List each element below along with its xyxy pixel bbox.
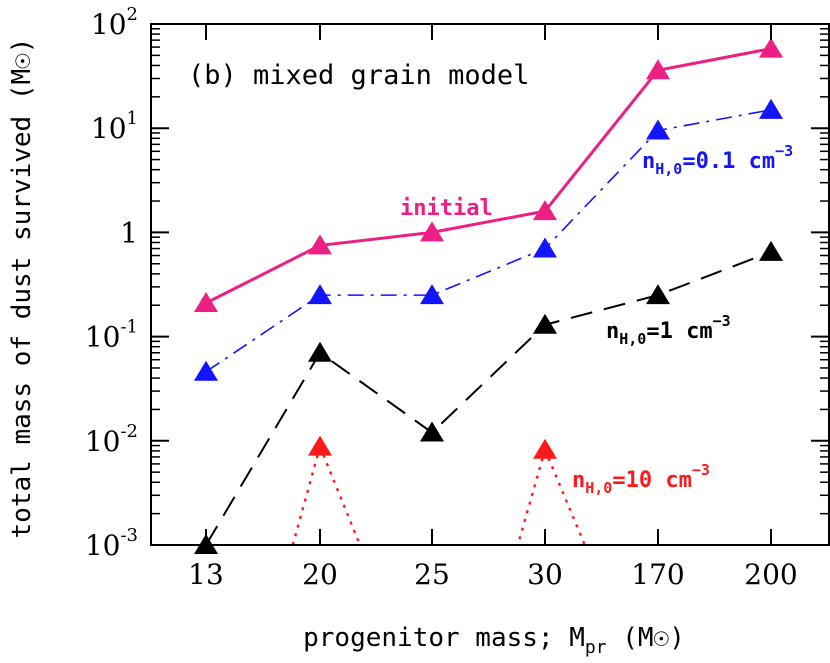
y-tick-label: 10-3 [85,525,138,562]
x-tick-label: 25 [414,558,450,591]
data-point-marker [308,435,332,456]
series-line [205,47,772,305]
data-point-marker [759,98,783,119]
data-point-marker [420,421,444,442]
data-point-marker [533,200,557,221]
annotation-initial: initial [400,196,493,221]
data-point-marker [194,360,218,381]
annotation-n01: nH,0=0.1 cm−3 [642,142,793,178]
data-point-marker [420,221,444,242]
panel-title: (b) mixed grain model [188,60,529,91]
series-line [516,449,547,545]
data-point-marker [533,313,557,334]
data-point-marker [533,438,557,459]
data-point-marker [194,292,218,313]
data-point-marker [759,37,783,58]
y-axis-title: total mass of dust survived (M☉) [7,38,37,539]
x-tick-label: 30 [527,558,563,591]
x-tick-label: 13 [188,558,224,591]
x-axis-title: progenitor mass; Mpr (M☉) [303,623,685,658]
series-line [291,446,322,545]
series-line [318,446,362,545]
data-point-marker [308,234,332,255]
data-point-marker [646,119,670,140]
marker-layer [194,37,783,554]
x-tick-label: 200 [744,558,797,591]
data-point-marker [420,284,444,305]
data-point-marker [759,240,783,261]
annotation-n1: nH,0=1 cm−3 [606,312,731,348]
series-line [205,109,772,373]
series-layer [205,47,772,545]
data-point-marker [533,237,557,258]
annotation-n10: nH,0=10 cm−3 [572,461,710,497]
data-point-marker [308,284,332,305]
series-line [205,250,772,545]
series-line [543,449,587,545]
y-tick-label: 102 [91,4,138,41]
y-tick-label: 1 [120,216,138,249]
x-tick-label: 20 [302,558,338,591]
data-point-marker [646,59,670,80]
y-tick-label: 101 [91,108,138,145]
data-point-marker [308,341,332,362]
y-tick-label: 10-1 [85,317,138,354]
data-point-marker [646,284,670,305]
y-tick-label: 10-2 [85,421,138,458]
x-tick-label: 170 [631,558,684,591]
plot-frame [150,23,830,546]
tick-layer: 10-3 10-2 10-1 1 101 102 13 20 25 30 170 200 [85,4,829,591]
